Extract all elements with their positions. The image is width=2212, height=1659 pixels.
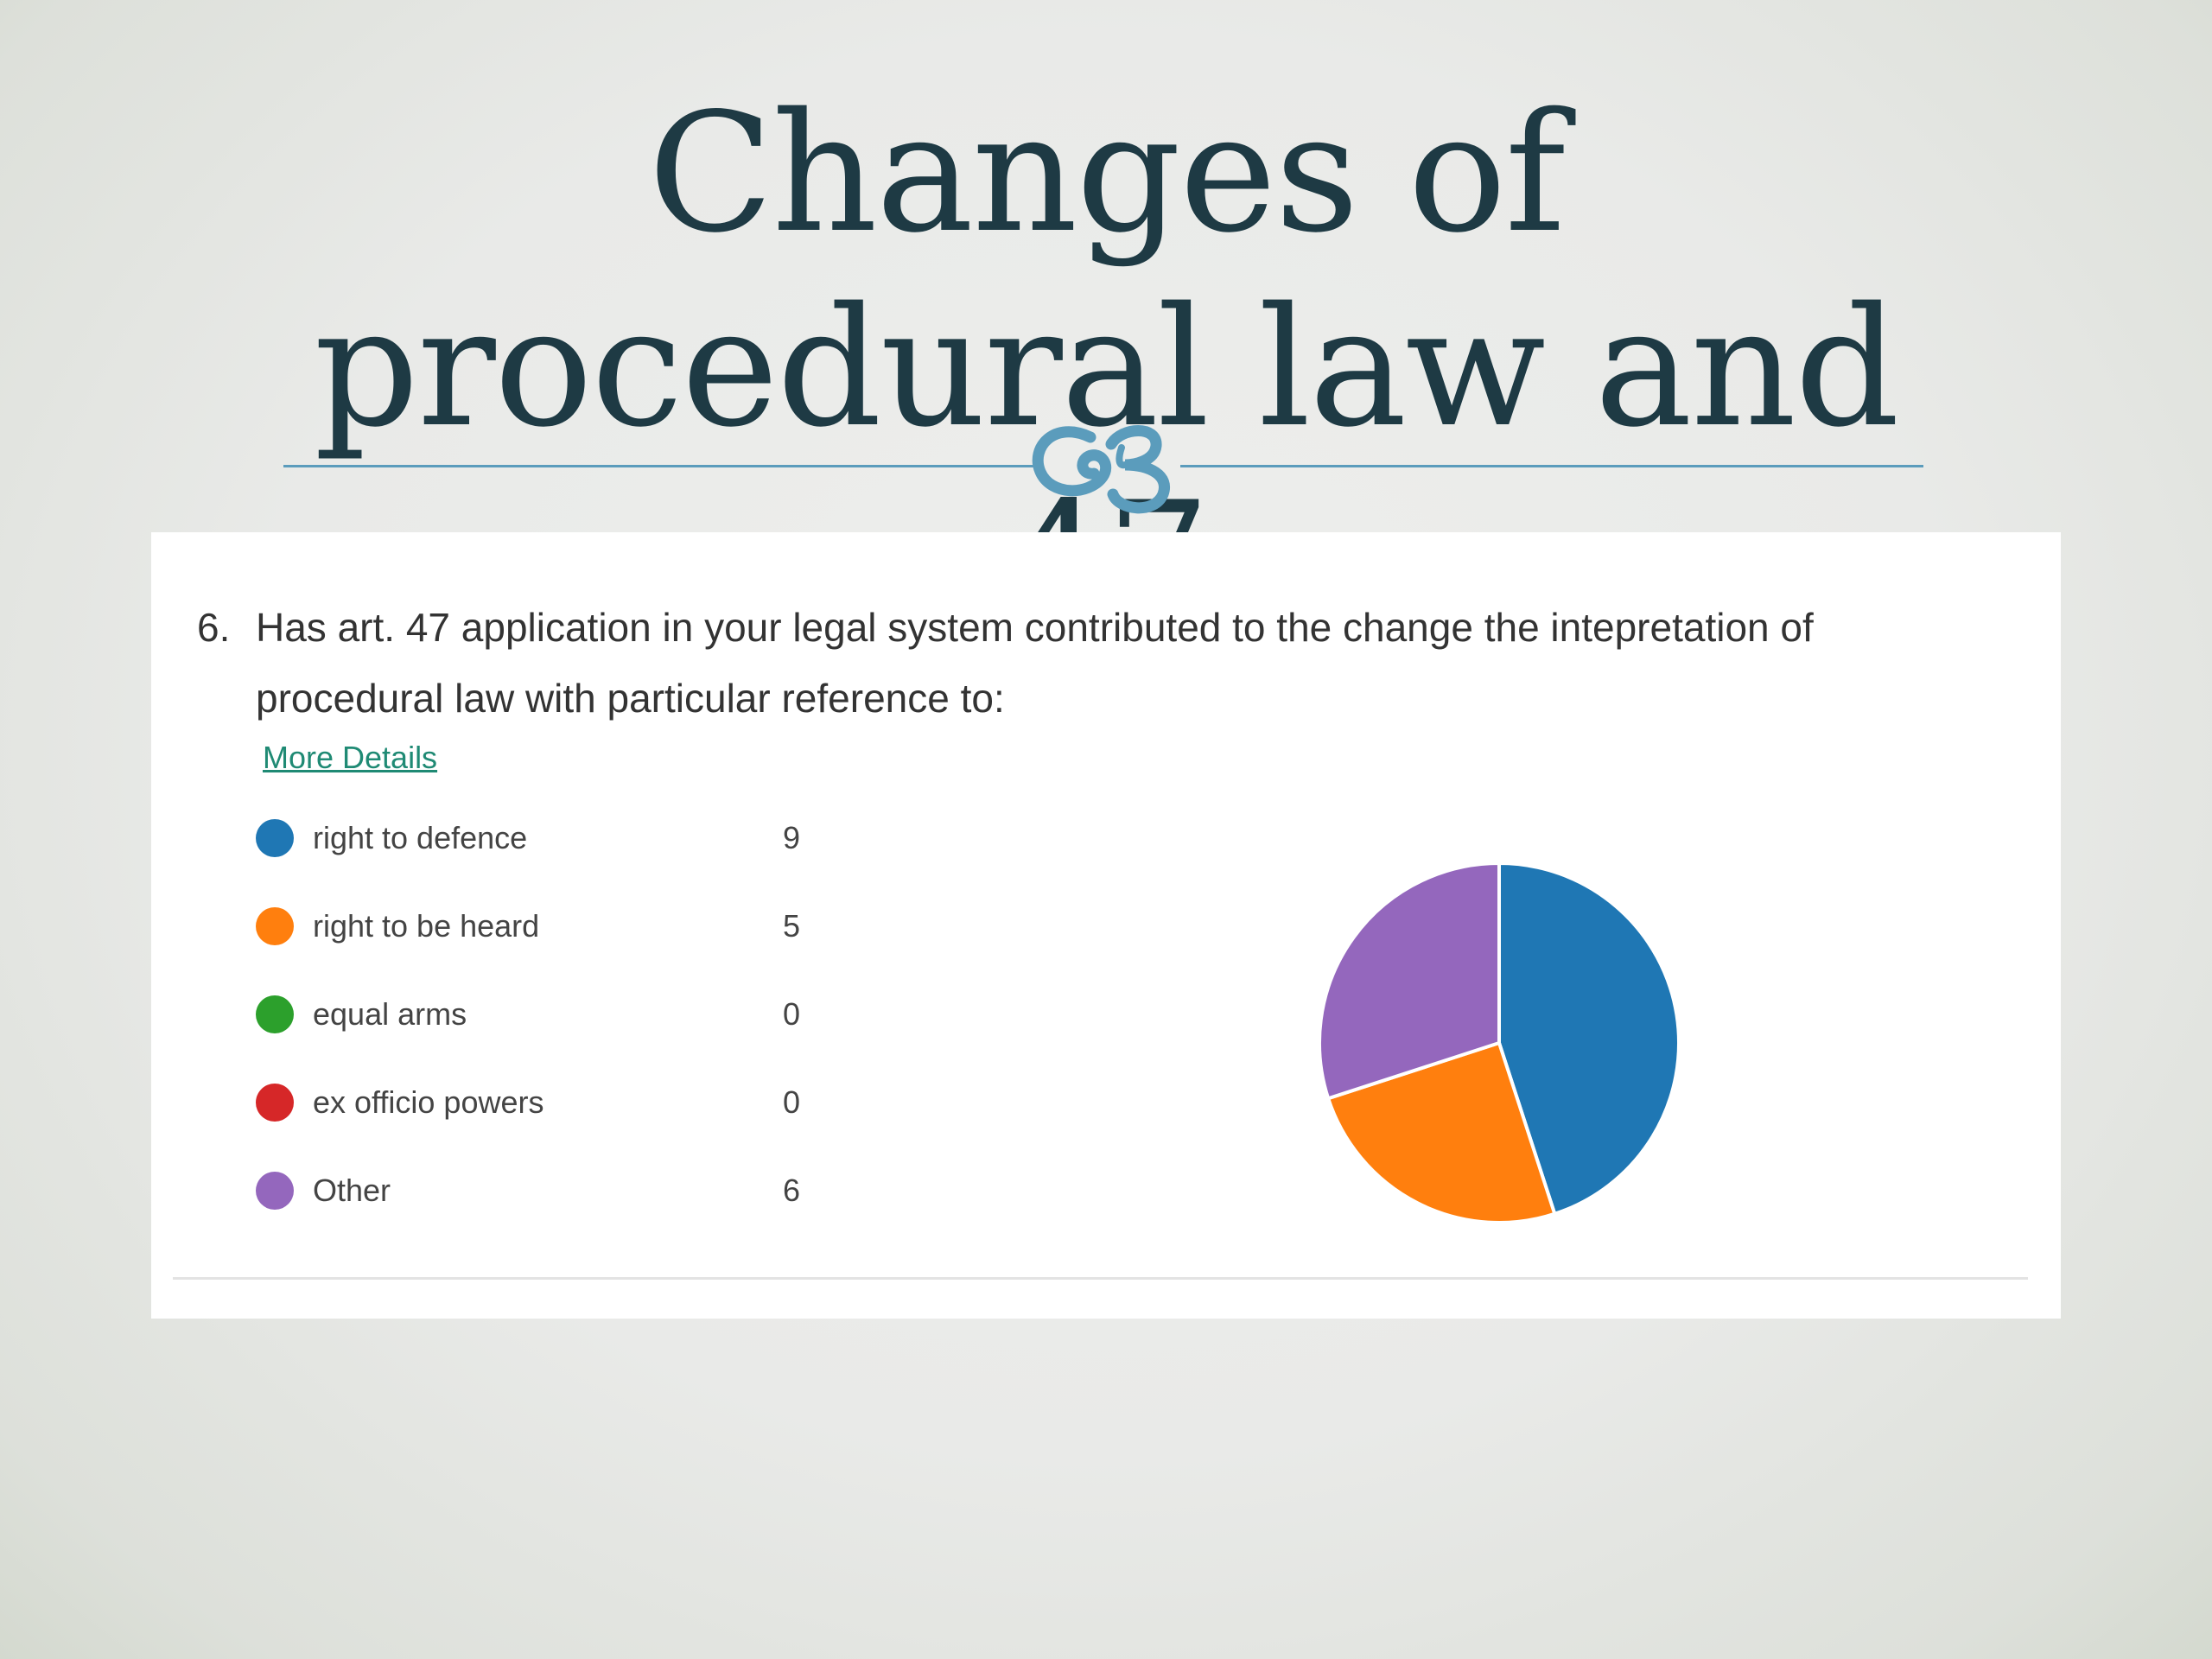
title-divider-left bbox=[283, 465, 1035, 467]
slide-title: Changes of procedural law and 47 bbox=[314, 78, 1899, 658]
flourish-icon bbox=[1032, 425, 1170, 514]
pie-slice bbox=[1497, 861, 1681, 1216]
more-details-link[interactable]: More Details bbox=[263, 740, 438, 775]
legend-swatch bbox=[256, 907, 294, 945]
legend-value: 6 bbox=[783, 1173, 801, 1208]
legend-label: right to defence bbox=[313, 820, 528, 855]
title-divider-right bbox=[1180, 465, 1923, 467]
legend-swatch bbox=[256, 995, 294, 1033]
legend-item: right to be heard 5 bbox=[256, 900, 861, 952]
legend-value: 0 bbox=[783, 996, 801, 1032]
legend-value: 0 bbox=[783, 1084, 801, 1120]
legend-item: right to defence 9 bbox=[256, 812, 861, 864]
question-number: 6. bbox=[197, 605, 231, 650]
legend-swatch bbox=[256, 1172, 294, 1210]
legend-value: 5 bbox=[783, 908, 801, 944]
pie-slice bbox=[1326, 1041, 1557, 1224]
legend-label: Other bbox=[313, 1173, 391, 1208]
legend-label: equal arms bbox=[313, 996, 467, 1032]
survey-card: 6. Has art. 47 application in your legal… bbox=[151, 532, 2061, 1319]
legend-swatch bbox=[256, 819, 294, 857]
legend-value: 9 bbox=[783, 820, 801, 855]
legend-swatch bbox=[256, 1084, 294, 1122]
legend-item: ex officio powers 0 bbox=[256, 1077, 861, 1128]
legend-label: right to be heard bbox=[313, 908, 540, 944]
pie-chart bbox=[1318, 861, 1681, 1224]
question-text: Has art. 47 application in your legal sy… bbox=[256, 605, 1814, 721]
card-bottom-rule bbox=[173, 1277, 2028, 1280]
legend-label: ex officio powers bbox=[313, 1084, 544, 1120]
pie-slice bbox=[1318, 861, 1501, 1101]
legend-item: equal arms 0 bbox=[256, 988, 861, 1040]
legend-item: Other 6 bbox=[256, 1165, 861, 1217]
